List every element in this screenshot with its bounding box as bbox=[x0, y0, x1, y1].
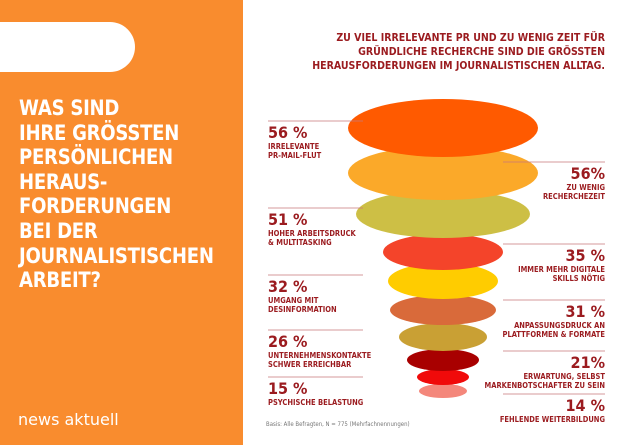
segment-text: UNTERNEHMENSKONTAKTE SCHWER ERREICHBAR bbox=[268, 351, 372, 369]
question-panel: WAS SIND IHRE GRÖSSTEN PERSÖNLICHEN HERA… bbox=[0, 0, 243, 445]
funnel-segment bbox=[388, 263, 498, 299]
segment-text: PSYCHISCHE BELASTUNG bbox=[268, 398, 364, 407]
segment-value: 21% bbox=[570, 353, 605, 372]
brand-logo: news aktuell bbox=[18, 410, 119, 429]
funnel-segment bbox=[356, 190, 530, 238]
funnel-segment bbox=[390, 295, 496, 325]
segment-text: HOHER ARBEITSDRUCK & MULTITASKING bbox=[268, 229, 356, 247]
funnel-segment bbox=[417, 369, 469, 385]
segment-value: 32 % bbox=[268, 277, 308, 296]
segment-text: IMMER MEHR DIGITALE SKILLS NÖTIG bbox=[518, 265, 605, 283]
segment-label: 56% ZU WENIG RECHERCHEZEIT bbox=[543, 165, 605, 201]
segment-value: 56 % bbox=[268, 123, 308, 142]
basis-note: Basis: Alle Befragten, N = 775 (Mehrfach… bbox=[266, 421, 410, 428]
segment-text: ANPASSUNGSDRUCK AN PLATTFORMEN & FORMATE bbox=[502, 321, 605, 339]
segment-value: 31 % bbox=[565, 302, 605, 321]
funnel-segment bbox=[419, 384, 467, 398]
segment-text: FEHLENDE WEITERBILDUNG bbox=[499, 415, 605, 424]
segment-label: 32 % UMGANG MIT DESINFORMATION bbox=[268, 278, 337, 314]
segment-label: 14 % FEHLENDE WEITERBILDUNG bbox=[500, 397, 605, 425]
segment-label: 56 % IRRELEVANTE PR-MAIL-FLUT bbox=[268, 124, 321, 160]
funnel-segment bbox=[399, 323, 487, 351]
segment-label: 35 % IMMER MEHR DIGITALE SKILLS NÖTIG bbox=[518, 247, 605, 283]
segment-label: 15 % PSYCHISCHE BELASTUNG bbox=[268, 380, 363, 408]
question-title: WAS SIND IHRE GRÖSSTEN PERSÖNLICHEN HERA… bbox=[19, 96, 214, 293]
segment-text: UMGANG MIT DESINFORMATION bbox=[268, 296, 337, 314]
segment-value: 15 % bbox=[268, 379, 308, 398]
segment-label: 51 % HOHER ARBEITSDRUCK & MULTITASKING bbox=[268, 211, 356, 247]
segment-value: 26 % bbox=[268, 332, 308, 351]
headline: ZU VIEL IRRELEVANTE PR UND ZU WENIG ZEIT… bbox=[312, 32, 605, 72]
funnel-segment bbox=[407, 349, 479, 371]
funnel-segment bbox=[348, 99, 538, 157]
decorative-pill bbox=[0, 22, 135, 72]
segment-value: 14 % bbox=[565, 396, 605, 415]
segment-value: 35 % bbox=[565, 246, 605, 265]
funnel-segment bbox=[383, 234, 503, 270]
segment-text: ZU WENIG RECHERCHEZEIT bbox=[542, 183, 605, 201]
segment-label: 31 % ANPASSUNGSDRUCK AN PLATTFORMEN & FOR… bbox=[503, 303, 605, 339]
segment-text: ERWARTUNG, SELBST MARKENBOTSCHAFTER ZU S… bbox=[484, 372, 606, 390]
segment-text: IRRELEVANTE PR-MAIL-FLUT bbox=[268, 142, 322, 160]
segment-value: 51 % bbox=[268, 210, 308, 229]
funnel-segment bbox=[348, 146, 538, 200]
segment-value: 56% bbox=[570, 164, 605, 183]
segment-label: 21% ERWARTUNG, SELBST MARKENBOTSCHAFTER Z… bbox=[485, 354, 606, 390]
segment-label: 26 % UNTERNEHMENSKONTAKTE SCHWER ERREICHB… bbox=[268, 333, 371, 369]
